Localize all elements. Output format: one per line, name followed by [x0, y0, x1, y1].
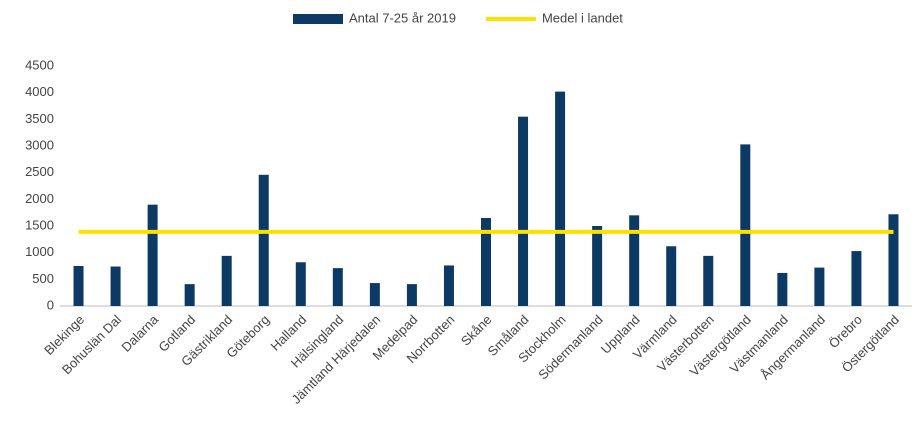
x-tick-label: Södermanland — [535, 312, 605, 382]
y-tick-label: 0 — [47, 297, 54, 312]
y-tick-label: 2000 — [25, 191, 54, 206]
y-tick-label: 1500 — [25, 217, 54, 232]
x-tick-label: Ångermanland — [758, 312, 828, 382]
y-tick-label: 4000 — [25, 84, 54, 99]
y-tick-label: 500 — [32, 271, 54, 286]
bar — [184, 284, 195, 306]
bar — [629, 215, 640, 306]
bar — [740, 144, 751, 306]
bar — [443, 265, 454, 306]
bar — [666, 246, 677, 306]
bar — [777, 272, 788, 306]
bar — [73, 266, 84, 306]
bar — [110, 266, 121, 306]
bar — [258, 174, 269, 306]
bar — [814, 267, 825, 306]
bar — [555, 91, 566, 306]
y-tick-label: 3500 — [25, 111, 54, 126]
y-tick-label: 4500 — [25, 57, 54, 72]
bar — [703, 255, 714, 306]
y-tick-label: 1000 — [25, 244, 54, 259]
bar — [295, 262, 306, 306]
bar — [369, 283, 380, 306]
legend-swatch — [293, 14, 343, 24]
bar — [888, 214, 899, 306]
bar — [851, 251, 862, 306]
bar — [147, 204, 158, 306]
bar — [481, 218, 491, 306]
bar — [406, 284, 417, 306]
y-tick-label: 3000 — [25, 137, 54, 152]
bar — [332, 268, 343, 306]
x-tick-label: Dalarna — [118, 311, 161, 354]
legend-label: Medel i landet — [542, 10, 623, 25]
legend-label: Antal 7-25 år 2019 — [349, 10, 456, 25]
bar — [592, 226, 603, 306]
bar — [221, 255, 232, 306]
y-tick-label: 2500 — [25, 164, 54, 179]
bar — [518, 116, 529, 307]
